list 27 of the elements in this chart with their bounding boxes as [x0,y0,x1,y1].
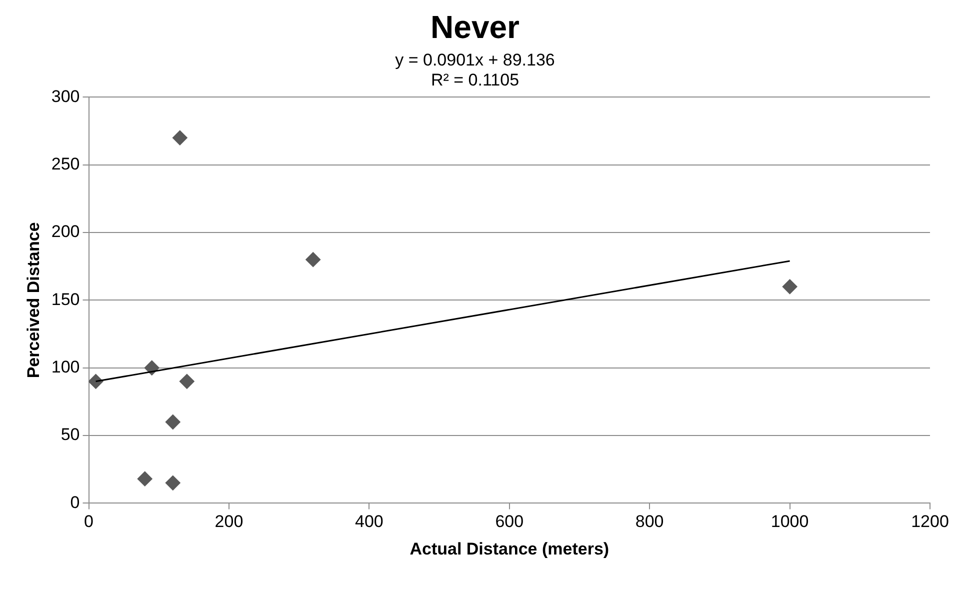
x-tick-label: 800 [635,512,664,532]
y-axis-title: Perceived Distance [24,222,43,378]
y-tick-label: 50 [60,425,80,444]
point [306,252,321,268]
point [165,414,180,430]
x-tick-label: 600 [495,512,524,532]
text: R² = 0.1105 [430,70,520,90]
x-tick-label: 0 [84,512,94,532]
point [782,279,798,294]
point [179,374,194,389]
y-tick-label: 250 [51,154,80,174]
y-tick-label: 300 [51,86,80,106]
x-tick-label: 1000 [770,512,809,532]
x-axis-title: Actual Distance (meters) [410,539,610,558]
point [165,475,180,490]
y-tick-label: 200 [51,222,80,242]
x-tick-label: 400 [354,512,384,532]
point [137,471,152,486]
y-tick-label: 150 [51,290,80,309]
y-tick-label: 100 [51,358,80,377]
y-tick-label: 0 [70,492,80,512]
text: y = 0.0901x + 89.136 [395,50,555,70]
x-tick-label: 200 [214,512,244,532]
point [88,374,104,389]
point [172,130,188,146]
x-tick-label: 1200 [911,512,949,532]
chart-title: Never [430,9,520,46]
